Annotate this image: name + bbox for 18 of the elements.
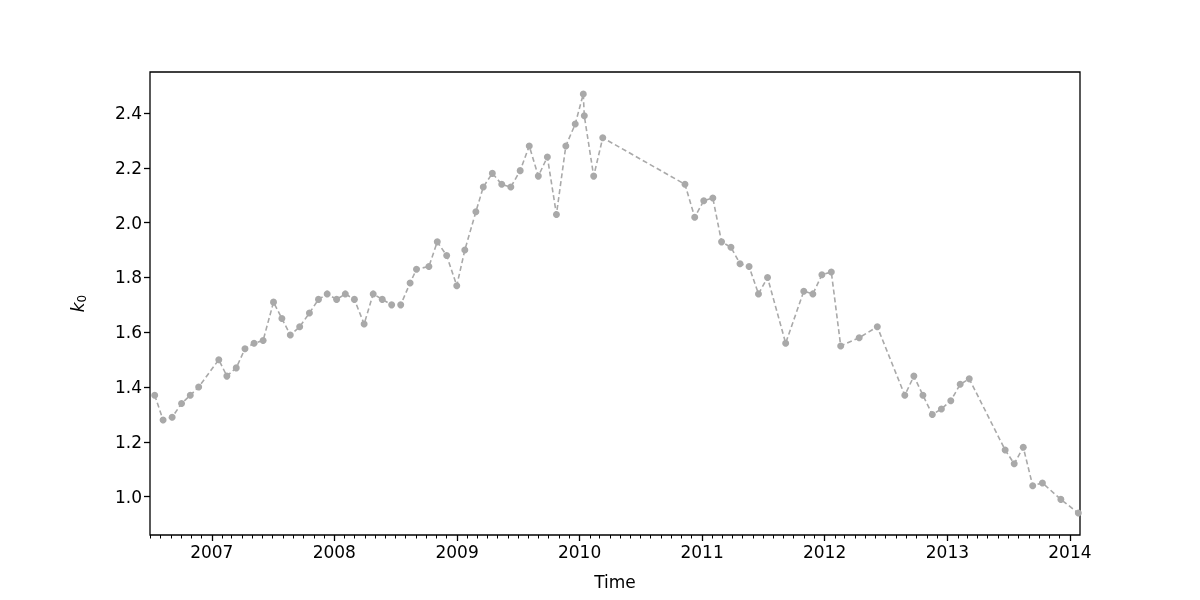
y-tick-label: 1.8 [114, 267, 142, 288]
x-tick-label: 2010 [557, 541, 602, 562]
x-axis-title: Time [593, 571, 636, 592]
y-tick-label: 2.2 [114, 157, 142, 178]
x-tick-label: 2013 [925, 541, 970, 562]
y-tick-label: 2.4 [114, 103, 142, 124]
y-axis-title: k0 [68, 294, 89, 313]
x-tick-label: 2011 [680, 541, 724, 562]
x-tick-label: 2008 [312, 541, 356, 562]
y-tick-label: 1.6 [114, 322, 142, 343]
y-tick-label: 1.0 [114, 486, 142, 507]
x-tick-label: 2014 [1048, 541, 1092, 562]
y-tick-label: 1.2 [114, 431, 142, 452]
y-tick-label: 2.0 [114, 212, 142, 233]
x-tick-label: 2007 [190, 541, 234, 562]
x-tick-label: 2009 [435, 541, 479, 562]
x-tick-label: 2012 [802, 541, 847, 562]
y-tick-label: 1.4 [114, 377, 142, 398]
